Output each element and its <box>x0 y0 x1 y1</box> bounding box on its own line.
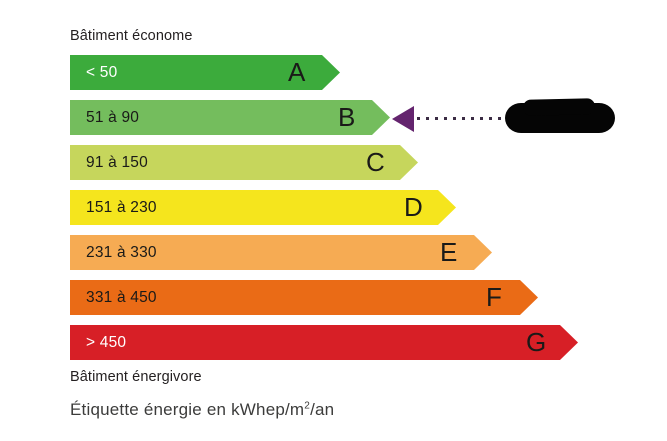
energy-band-letter-d: D <box>404 192 423 222</box>
energy-band-c: 91 à 150 C <box>70 145 418 180</box>
energy-band-letter-g: G <box>526 327 547 357</box>
energy-band-letter-b: B <box>338 102 356 132</box>
energy-band-g: > 450 G <box>70 325 578 360</box>
energy-band-range-b: 51 à 90 <box>86 109 140 126</box>
energy-band-shape-e <box>70 235 492 270</box>
unit-suffix: /an <box>310 400 335 419</box>
energy-band-shape-f <box>70 280 538 315</box>
energy-band-shape-c <box>70 145 418 180</box>
energy-band-letter-a: A <box>288 57 306 87</box>
energy-band-range-g: > 450 <box>86 334 127 351</box>
energy-band-range-e: 231 à 330 <box>86 244 157 261</box>
energy-band-shape-d <box>70 190 456 225</box>
energy-band-b: 51 à 90 B <box>70 100 390 135</box>
energy-band-range-d: 151 à 230 <box>86 199 157 216</box>
energy-band-letter-c: C <box>366 147 385 177</box>
energy-band-letter-e: E <box>440 237 458 267</box>
label-caption-energy-intensive: Bâtiment énergivore <box>70 369 202 385</box>
energy-band-shape-b <box>70 100 390 135</box>
energy-band-letter-f: F <box>486 282 502 312</box>
energy-band-range-f: 331 à 450 <box>86 289 157 306</box>
unit-prefix: Étiquette énergie en kWhep/m <box>70 400 305 419</box>
label-unit-line: Étiquette énergie en kWhep/m2/an <box>70 400 334 420</box>
energy-band-a: < 50 A <box>70 55 340 90</box>
unit-exponent: 2 <box>304 400 311 412</box>
energy-band-shape-g <box>70 325 578 360</box>
energy-band-f: 331 à 450 F <box>70 280 538 315</box>
energy-band-d: 151 à 230 D <box>70 190 456 225</box>
energy-band-range-a: < 50 <box>86 64 118 81</box>
energy-band-range-c: 91 à 150 <box>86 154 148 171</box>
energy-band-e: 231 à 330 E <box>70 235 492 270</box>
label-caption-economical: Bâtiment économe <box>70 28 193 44</box>
energy-band-shape-a <box>70 55 340 90</box>
